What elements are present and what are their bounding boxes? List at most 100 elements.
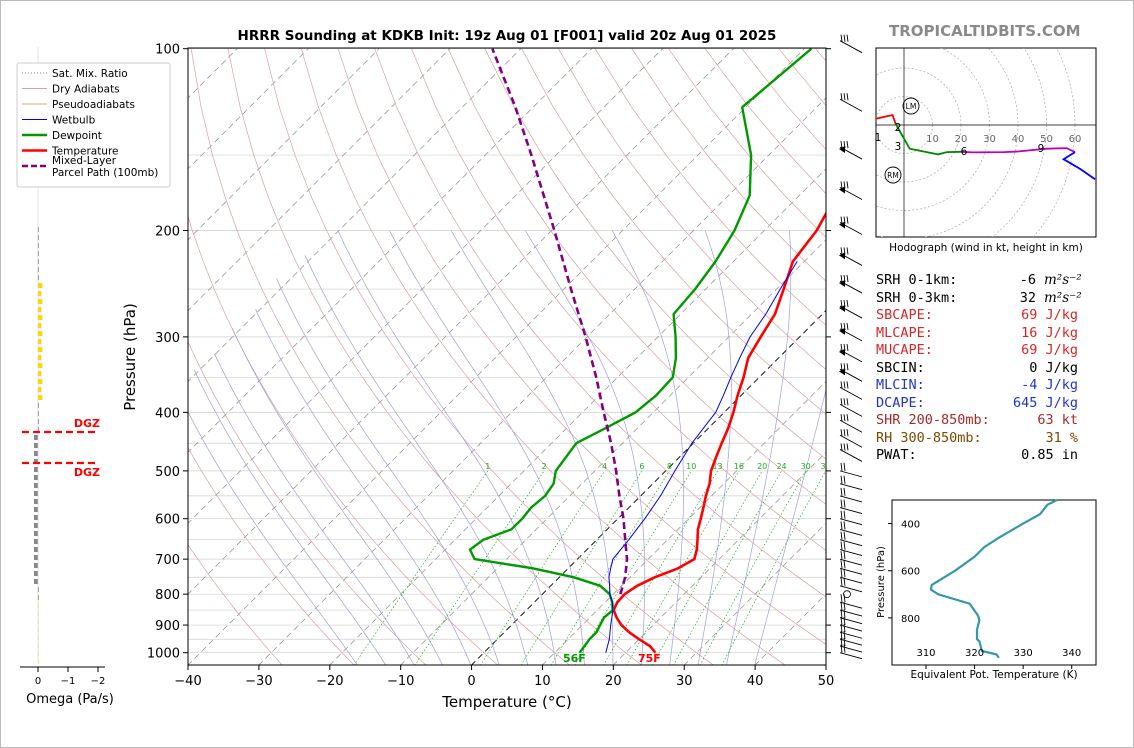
omega-bar — [38, 395, 43, 400]
wind-barb — [839, 487, 863, 503]
stat-value: 31 % — [1045, 429, 1078, 446]
x-tick-label: 20 — [605, 674, 622, 689]
dry-adiabat — [411, 48, 826, 551]
dry-adiabat — [374, 48, 826, 598]
dry-adiabat — [521, 48, 826, 415]
series-temperature — [612, 211, 826, 654]
mixing-ratio-line — [480, 470, 605, 665]
isotherm — [470, 309, 826, 665]
hodo-storm-marker — [902, 97, 920, 115]
mixing-ratio-line — [414, 470, 545, 665]
y-tick-label: 700 — [155, 553, 180, 568]
y-tick-label: 600 — [155, 513, 180, 528]
omega-bar — [34, 531, 38, 536]
stat-label: MLCAPE: — [876, 324, 933, 341]
omega-tick-label: 0 — [35, 676, 41, 687]
hodo-ring-label: 40 — [1012, 134, 1025, 145]
hodo-ring-label: 20 — [955, 134, 968, 145]
legend-label: Sat. Mix. Ratio — [52, 68, 128, 80]
hodograph: 10 20 30 40 50 60 1 2 3 6 9 LM RM Hodograph (wind in… — [875, 47, 1097, 254]
wind-barb — [839, 343, 863, 363]
y-tick-label: 900 — [155, 619, 180, 634]
moist-adiabat — [450, 230, 614, 665]
x-tick-label: 30 — [676, 674, 693, 689]
hodo-height-label: 1 — [875, 132, 882, 144]
stat-value: 63 kt — [1037, 412, 1078, 428]
stat-label: SBCIN: — [876, 359, 925, 376]
wind-barb — [839, 602, 863, 617]
stat-value: 0.85 in — [1021, 447, 1078, 463]
isotherm — [683, 522, 826, 665]
mixing-ratio-label: 6 — [639, 462, 644, 471]
stat-value: 32 — [1019, 289, 1036, 306]
moist-adiabat — [193, 369, 387, 665]
wind-barb — [839, 216, 863, 235]
hodo-ring-label: 10 — [926, 134, 939, 145]
dry-adiabat — [190, 48, 571, 665]
stat-value: 0 J/kg — [1029, 359, 1078, 376]
skewt-ylabel: Pressure (hPa) — [121, 303, 139, 411]
hodo-trace — [1061, 151, 1096, 180]
moist-adiabat — [754, 387, 826, 665]
theta-e-tick-label: 320 — [965, 648, 984, 659]
stat-value: 69 J/kg — [1021, 307, 1078, 323]
wind-barbs — [839, 34, 863, 660]
wind-barb — [839, 638, 863, 653]
omega-bar — [38, 339, 42, 344]
x-tick-label: −20 — [316, 674, 343, 689]
omega-bar — [34, 547, 38, 552]
dry-adiabat — [447, 48, 826, 505]
dry-adiabat — [337, 48, 826, 645]
hodo-ring-label: 30 — [983, 134, 996, 145]
theta-e-tick-label: 400 — [901, 520, 920, 531]
omega-tick-label: −1 — [61, 676, 76, 687]
stat-value: 645 J/kg — [1012, 394, 1078, 411]
stat-value: 16 J/kg — [1021, 324, 1078, 341]
omega-bar — [38, 259, 39, 264]
legend-label: Mixed-Layer Parcel Path (100mb) — [52, 155, 158, 179]
stat-label: RH 300-850mb: — [876, 429, 982, 446]
omega-bar — [38, 411, 39, 416]
omega-bar — [38, 275, 39, 280]
omega-bar — [38, 427, 39, 432]
hodo-ring-label: 60 — [1069, 134, 1082, 145]
dry-adiabat — [188, 446, 355, 665]
theta-e-line — [929, 499, 1058, 659]
stat-label: PWAT: — [876, 447, 917, 463]
mixing-ratio-label: 24 — [776, 462, 786, 471]
wind-barb — [839, 499, 863, 514]
wind-barb — [839, 247, 863, 266]
mixing-ratio-label: 10 — [686, 462, 696, 471]
stat-label: SHR 200-850mb: — [876, 412, 990, 428]
mixing-ratio-line — [721, 470, 826, 665]
moist-adiabat — [389, 230, 585, 665]
moist-adiabat — [255, 309, 472, 665]
dry-adiabat — [594, 48, 826, 326]
omega-bar — [38, 331, 43, 336]
omega-bar — [34, 515, 38, 520]
omega-bar — [34, 451, 38, 456]
hodo-height-label: 9 — [1038, 143, 1045, 155]
hodo-storm-label: LM — [906, 102, 917, 111]
mixing-ratio-label: 2 — [542, 462, 547, 471]
mixing-ratio-line — [520, 470, 643, 665]
mixing-ratio-line — [699, 470, 807, 665]
wind-barb — [839, 462, 863, 478]
moist-adiabat — [726, 230, 792, 665]
omega-bar — [38, 419, 39, 424]
x-tick-label: −30 — [245, 674, 272, 689]
hodo-trace — [960, 147, 1076, 154]
stat-value: -4 J/kg — [1021, 377, 1078, 393]
legend-label: Temperature — [51, 146, 119, 158]
wind-barb — [839, 414, 863, 433]
mixing-ratio-label: 13 — [712, 462, 722, 471]
omega-bar — [38, 251, 39, 256]
moist-adiabat — [697, 230, 732, 665]
dgz-label-top: DGZ — [74, 417, 100, 430]
wind-barb — [839, 617, 863, 632]
x-tick-label: −40 — [174, 674, 201, 689]
x-tick-label: 40 — [747, 674, 764, 689]
wind-barb — [839, 551, 863, 566]
series-wetbulb — [605, 261, 798, 653]
omega-bar — [38, 227, 39, 232]
